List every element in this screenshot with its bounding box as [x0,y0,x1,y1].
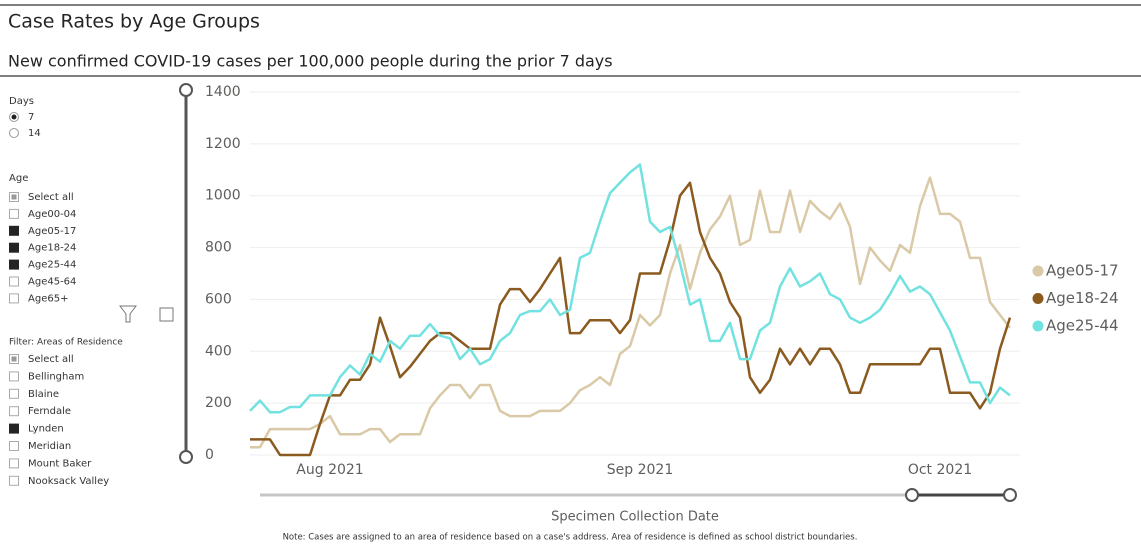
legend-swatch [1032,320,1044,332]
checkbox[interactable] [9,276,19,287]
series-line [249,163,1011,414]
y-tick-label: 1000 [205,188,241,204]
checkbox[interactable] [9,225,19,236]
checkbox-label: Lynden [28,424,64,435]
checkbox-label: Mount Baker [28,458,92,469]
checkbox-partial [11,194,17,200]
checkbox-label: Age45-64 [28,277,76,288]
checkbox[interactable] [9,423,19,434]
checkbox[interactable] [9,259,19,270]
x-axis-label: Specimen Collection Date [551,510,719,525]
checkbox-label: Age25-44 [28,260,76,271]
legend-label: Age18-24 [1046,289,1119,307]
x-slider-handle[interactable] [1003,488,1017,502]
series-line [250,181,1012,457]
checkbox[interactable] [9,208,19,219]
x-slider-handle[interactable] [905,488,919,502]
radio-label: 14 [28,128,41,139]
expand-icon[interactable] [159,307,174,322]
checkbox-label: Select all [28,354,74,365]
y-tick-label: 1400 [205,84,241,100]
title: Case Rates by Age Groups [8,11,260,33]
y-tick-label: 0 [205,447,214,463]
areas-label: Filter: Areas of Residence [9,338,123,348]
x-tick-label: Sep 2021 [607,462,673,478]
y-tick-label: 600 [205,291,232,307]
subtitle: New confirmed COVID-19 cases per 100,000… [8,52,613,71]
checkbox[interactable] [9,388,19,399]
legend-label: Age05-17 [1046,262,1119,280]
y-tick-label: 800 [205,240,232,256]
checkbox[interactable] [9,242,19,253]
filter-shape [119,305,137,323]
checkbox-label: Nooksack Valley [28,476,109,487]
checkbox-label: Bellingham [28,371,84,382]
checkbox[interactable] [9,441,19,451]
checkbox-label: Age00-04 [28,209,76,220]
y-tick-label: 200 [205,395,232,411]
y-slider-handle[interactable] [179,450,193,464]
radio-label: 7 [28,112,34,123]
x-tick-label: Oct 2021 [908,462,972,478]
checkbox[interactable] [9,293,19,304]
y-tick-label: 1200 [205,136,241,152]
filter-icon[interactable] [119,305,137,323]
y-tick-label: 400 [205,343,232,359]
series-line [250,176,1011,449]
y-slider-handle[interactable] [179,83,193,97]
x-tick-label: Aug 2021 [296,462,363,478]
checkbox-label: Age18-24 [28,243,76,254]
checkbox[interactable] [9,406,19,417]
days-label: Days [9,96,34,107]
legend-swatch [1032,293,1044,304]
checkbox-label: Meridian [28,441,71,452]
checkbox[interactable] [9,458,19,469]
radio-dot [11,114,17,120]
checkbox-label: Ferndale [28,406,71,417]
age-label: Age [9,173,28,184]
legend-label: Age25-44 [1046,317,1119,335]
checkbox-label: Age05-17 [28,226,76,237]
checkbox-label: Age65+ [28,293,68,304]
checkbox-partial [11,356,17,362]
expand-shape [159,307,174,322]
checkbox[interactable] [9,475,19,486]
legend-swatch [1032,265,1044,277]
checkbox-label: Blaine [28,389,59,400]
note: Note: Cases are assigned to an area of r… [283,533,858,543]
radio[interactable] [9,128,19,138]
checkbox-label: Select all [28,192,74,203]
checkbox[interactable] [9,371,19,382]
